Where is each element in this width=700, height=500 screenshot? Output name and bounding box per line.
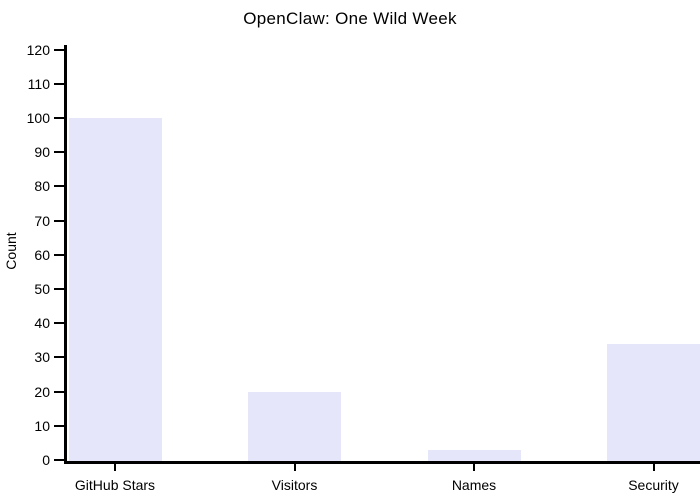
y-tick-mark (54, 253, 64, 256)
chart-title: OpenClaw: One Wild Week (243, 9, 457, 28)
y-tick-label: 0 (42, 452, 50, 468)
y-tick-mark (54, 390, 64, 393)
y-tick-mark (54, 151, 64, 154)
x-tick-label: Visitors (271, 477, 318, 493)
y-tick-label: 20 (34, 383, 50, 400)
y-tick-mark (54, 82, 64, 85)
bar-github-stars (68, 118, 162, 462)
y-axis-spine (64, 45, 67, 464)
y-tick-mark (54, 459, 64, 461)
x-axis-spine (64, 461, 700, 464)
y-tick-label: 80 (34, 178, 50, 195)
y-tick-mark (54, 185, 64, 188)
bar-security (607, 343, 700, 462)
x-tick-label: Security (628, 477, 679, 493)
x-tick-label: Names (451, 477, 497, 493)
y-tick-label: 90 (34, 144, 50, 161)
x-tick-mark (473, 464, 475, 471)
y-tick-label: 40 (34, 315, 50, 332)
y-tick-label: 120 (26, 41, 50, 58)
x-tick-mark (652, 464, 655, 471)
y-tick-mark (54, 424, 64, 427)
y-tick-mark (54, 219, 64, 222)
y-tick-label: 70 (34, 212, 50, 229)
y-tick-mark (54, 288, 64, 290)
bar-visitors (248, 391, 341, 462)
x-tick-mark (293, 464, 296, 471)
y-tick-mark (54, 117, 64, 119)
y-tick-label: 60 (34, 246, 50, 263)
bar-names (427, 449, 521, 462)
y-tick-mark (54, 48, 64, 51)
y-tick-label: 100 (26, 110, 50, 126)
y-tick-label: 110 (27, 75, 50, 92)
y-tick-label: 50 (34, 281, 50, 297)
x-tick-label: GitHub Stars (74, 477, 156, 493)
y-tick-mark (54, 356, 64, 359)
y-tick-mark (54, 322, 64, 325)
y-tick-label: 30 (34, 349, 50, 366)
x-tick-mark (114, 464, 116, 471)
y-tick-label: 10 (34, 417, 50, 434)
